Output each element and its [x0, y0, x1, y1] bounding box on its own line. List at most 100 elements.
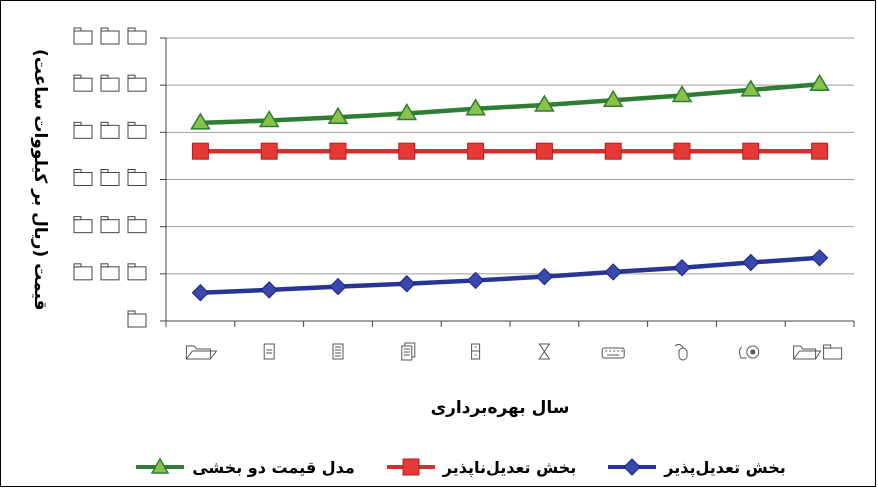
- point-triangle: [740, 79, 762, 97]
- glyph-box-tab: [127, 216, 136, 221]
- glyph-box-tab: [127, 27, 136, 32]
- point-triangle: [396, 103, 418, 121]
- point-square: [673, 142, 691, 160]
- glyph-box: [127, 219, 147, 234]
- glyph-box: [100, 77, 120, 92]
- glyph-box-tab: [73, 169, 82, 173]
- keyboard-icon: [601, 347, 625, 359]
- glyph-box: [100, 266, 120, 281]
- legend-swatch-square: [386, 458, 435, 476]
- axes: [160, 37, 855, 327]
- point-triangle: [327, 106, 349, 124]
- glyph-box-tab: [100, 169, 109, 173]
- point-square: [467, 142, 485, 160]
- legend-label: مدل قیمت دو بخشی: [192, 457, 355, 477]
- glyph-box: [127, 266, 147, 281]
- y-tick-label: [73, 263, 147, 281]
- folders-icon: [793, 344, 843, 360]
- point-square: [535, 142, 553, 160]
- folder-icon: [185, 345, 218, 360]
- glyph-box-tab: [127, 310, 136, 315]
- document-lines-icon: [332, 343, 344, 360]
- legend-item-two-part: مدل قیمت دو بخشی: [134, 457, 355, 477]
- legend-item-nonadjustable: بخش تعدیل‌ناپذیر: [385, 457, 576, 477]
- point-triangle: [465, 98, 486, 116]
- y-axis-label: قیمت (ریال بر کیلووات ساعت): [30, 49, 50, 311]
- point-triangle: [258, 110, 280, 128]
- glyph-box-tab: [100, 121, 109, 126]
- glyph-box: [73, 124, 93, 139]
- point-diamond: [810, 249, 829, 267]
- legend-label: بخش تعدیل‌پذیر: [664, 457, 786, 477]
- glyph-box-tab: [100, 263, 109, 268]
- point-diamond: [604, 263, 622, 281]
- series-line-triangle: [200, 81, 820, 126]
- point-diamond: [466, 271, 485, 290]
- glyph-box: [73, 77, 93, 92]
- glyph-box: [73, 266, 93, 281]
- point-square: [811, 142, 829, 160]
- glyph-box: [100, 30, 120, 45]
- point-square: [329, 142, 347, 160]
- point-diamond: [329, 277, 347, 296]
- y-tick-label: [73, 169, 147, 186]
- glyph-box: [100, 172, 120, 186]
- gridlines: [166, 37, 854, 275]
- series-layer: [190, 73, 830, 302]
- glyph-box-tab: [100, 216, 109, 221]
- point-triangle: [671, 85, 693, 103]
- point-triangle: [602, 89, 624, 108]
- glyph-box: [127, 313, 147, 328]
- glyph-box: [127, 30, 147, 45]
- y-tick-label: [127, 310, 147, 328]
- point-triangle: [809, 73, 830, 91]
- point-diamond: [535, 267, 554, 286]
- hourglass-icon: [538, 343, 551, 360]
- glyph-box-tab: [100, 27, 109, 32]
- point-square: [604, 142, 622, 160]
- point-square: [260, 142, 278, 160]
- legend-swatch-triangle: [136, 457, 185, 474]
- legend: مدل قیمت دو بخشی بخش تعدیل‌ناپذیر بخش تع…: [90, 452, 830, 482]
- point-square: [191, 142, 209, 160]
- point-square: [398, 142, 416, 160]
- point-triangle: [534, 94, 555, 112]
- tape-icon: [739, 345, 760, 359]
- glyph-box-tab: [127, 121, 136, 126]
- glyph-box: [100, 219, 120, 234]
- glyph-box-tab: [73, 27, 82, 32]
- glyph-box: [100, 124, 120, 139]
- glyph-box-tab: [73, 74, 82, 79]
- x-tick-labels: [185, 342, 843, 361]
- point-diamond: [191, 283, 210, 302]
- y-tick-labels: [73, 27, 147, 328]
- glyph-box-tab: [73, 121, 82, 126]
- glyph-box-tab: [127, 263, 136, 268]
- glyph-box-tab: [73, 263, 82, 268]
- y-tick-label: [73, 27, 147, 45]
- glyph-box: [73, 219, 93, 234]
- legend-item-adjustable: بخش تعدیل‌پذیر: [606, 457, 786, 477]
- glyph-box: [127, 124, 147, 139]
- x-axis-label: سال بهره‌برداری: [430, 398, 570, 418]
- glyph-box: [73, 30, 93, 45]
- glyph-box-tab: [127, 169, 136, 173]
- glyph-box: [127, 77, 147, 92]
- glyph-box-tab: [73, 216, 82, 221]
- filing-cabinet-icon: [471, 343, 481, 360]
- series-line-diamond: [200, 255, 820, 295]
- point-square: [742, 142, 760, 160]
- y-tick-label: [73, 74, 147, 92]
- point-triangle: [190, 112, 211, 130]
- glyph-box-tab: [127, 74, 136, 79]
- point-diamond: [260, 281, 278, 299]
- legend-swatch-diamond: [608, 458, 657, 476]
- y-tick-label: [73, 121, 147, 139]
- point-diamond: [742, 253, 760, 272]
- glyph-box: [127, 172, 147, 186]
- glyph-box: [73, 172, 93, 186]
- glyph-box-tab: [100, 74, 109, 79]
- mouse-icon: [674, 343, 688, 361]
